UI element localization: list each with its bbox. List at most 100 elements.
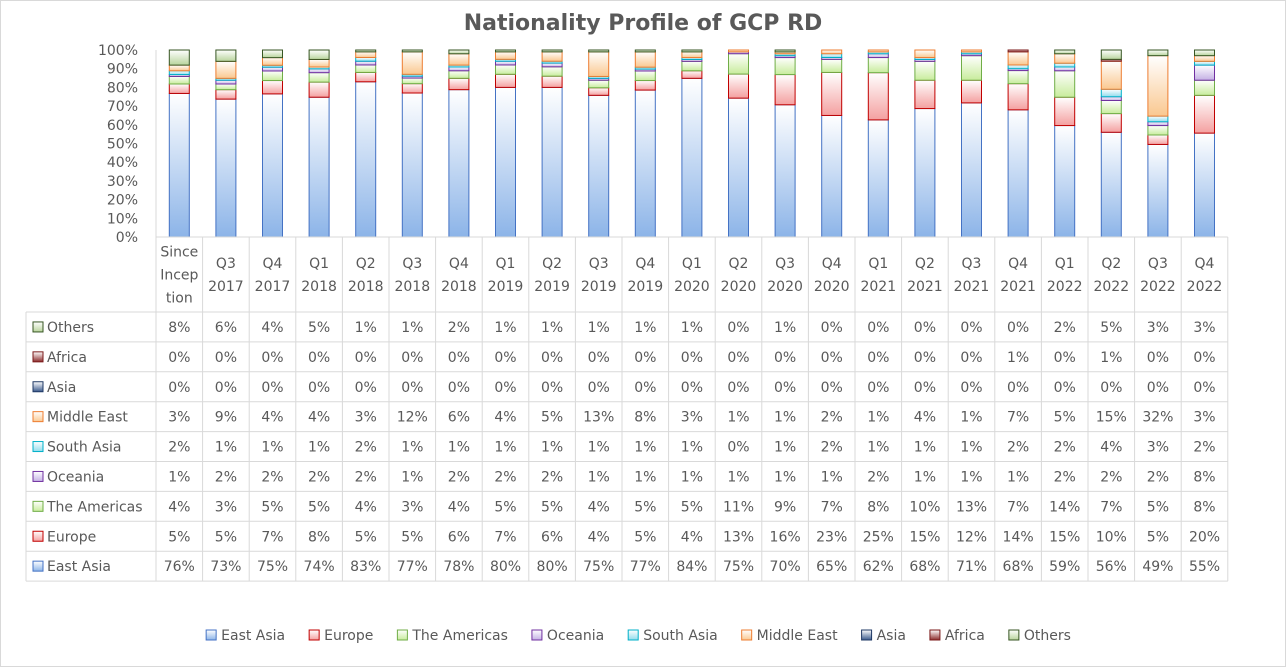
- table-cell: 3%: [215, 499, 237, 515]
- bar-oceania: [355, 60, 377, 66]
- x-category-label: Q2 2018: [348, 256, 384, 295]
- bar-others: [541, 49, 563, 53]
- table-cell: 1%: [681, 320, 703, 336]
- table-cell: 71%: [956, 559, 987, 575]
- table-row: Middle East 3% 9% 4% 4% 3% 12% 6% 4% 5% 13% 8% 3% 1% 1…: [32, 410, 1216, 426]
- table-cell: 12%: [956, 529, 987, 545]
- bar-the-americas: [541, 66, 563, 77]
- table-cell: 6%: [448, 410, 470, 426]
- table-cell: 4%: [261, 320, 283, 336]
- table-cell: 25%: [863, 529, 894, 545]
- table-row: South Asia 2% 1% 1% 1% 2% 1% 1% 1% 1% 1% 1% 1% 0% 1% 2%…: [32, 440, 1216, 456]
- table-cell: 1%: [1007, 469, 1029, 485]
- x-category-label: Q3 2020: [767, 256, 803, 295]
- bar-stacks: [168, 49, 1215, 238]
- legend-label: Others: [1024, 628, 1071, 644]
- table-cell: 0%: [727, 380, 749, 396]
- bar-europe: [681, 70, 703, 79]
- table-cell: 0%: [494, 380, 516, 396]
- bar-oceania: [495, 60, 516, 66]
- x-category-label: Q4 2018: [441, 256, 477, 295]
- table-cell: 0%: [448, 350, 470, 366]
- legend-item-europe: Europe: [308, 628, 373, 644]
- legend-label: Asia: [877, 628, 906, 644]
- table-cell: 77%: [397, 559, 428, 575]
- table-cell: 1%: [867, 410, 889, 426]
- bar-oceania: [541, 62, 563, 68]
- bar-middle-east: [355, 51, 377, 58]
- table-row-label: Middle East: [47, 410, 128, 426]
- bar-the-americas: [821, 58, 843, 73]
- table-row: Others 8% 6% 4% 5% 1% 1% 2% 1% 1% 1% 1% 1% 0% 1% 0% 0% 0%…: [32, 320, 1216, 336]
- bar-others: [215, 49, 237, 62]
- bar-middle-east: [495, 51, 516, 60]
- table-cell: 5%: [681, 499, 703, 515]
- table-cell: 7%: [261, 529, 283, 545]
- table-cell: 1%: [960, 469, 982, 485]
- table-cell: 1%: [960, 440, 982, 456]
- table-cell: 7%: [1100, 499, 1122, 515]
- table-cell: 5%: [308, 499, 330, 515]
- bar-others: [448, 49, 470, 55]
- table-cell: 1%: [1100, 350, 1122, 366]
- table-cell: 0%: [867, 320, 889, 336]
- table-row-label: Oceania: [47, 469, 104, 485]
- table-cell: 4%: [494, 410, 516, 426]
- bar-middle-east: [728, 49, 749, 53]
- bar-europe: [1007, 83, 1029, 111]
- table-cell: 0%: [1007, 380, 1029, 396]
- legend: East Asia Europe The Americas Oceania South …: [205, 628, 1071, 644]
- table-cell: 55%: [1189, 559, 1220, 575]
- table-cell: 1%: [821, 469, 843, 485]
- bar-east-asia: [355, 81, 377, 238]
- table-cell: 7%: [1007, 499, 1029, 515]
- bar-east-asia: [634, 89, 656, 238]
- table-cell: 9%: [215, 410, 237, 426]
- table-cell: 0%: [261, 380, 283, 396]
- table-cell: 8%: [1193, 469, 1215, 485]
- table-row-label: East Asia: [47, 559, 111, 575]
- table-cell: 13%: [956, 499, 987, 515]
- table-cell: 0%: [774, 350, 796, 366]
- table-cell: 5%: [1147, 529, 1169, 545]
- table-cell: 5%: [494, 499, 516, 515]
- bar-south-asia: [168, 70, 190, 76]
- table-cell: 10%: [909, 499, 940, 515]
- table-cell: 3%: [168, 410, 190, 426]
- table-legend-key: [32, 470, 44, 482]
- bar-east-asia: [308, 96, 330, 238]
- table-cell: 1%: [634, 469, 656, 485]
- y-tick-label: 60%: [107, 118, 138, 134]
- table-cell: 4%: [588, 529, 610, 545]
- bar-europe: [588, 87, 610, 96]
- bar-the-americas: [215, 83, 237, 91]
- table-cell: 2%: [448, 320, 470, 336]
- table-cell: 1%: [634, 320, 656, 336]
- bar-europe: [355, 71, 377, 83]
- table-cell: 15%: [1096, 410, 1127, 426]
- table-cell: 6%: [448, 529, 470, 545]
- table-cell: 74%: [304, 559, 335, 575]
- table-cell: 2%: [541, 469, 563, 485]
- legend-swatch: [308, 629, 320, 641]
- table-cell: 1%: [215, 440, 237, 456]
- bar-europe: [541, 75, 563, 88]
- table-cell: 0%: [914, 320, 936, 336]
- bar-europe: [448, 77, 470, 91]
- y-tick-label: 30%: [107, 174, 138, 190]
- table-cell: 1%: [774, 440, 796, 456]
- x-category-label: Q1 2022: [1047, 256, 1083, 295]
- data-table: Since Incep tion Q3 2017 Q4 2017 Q1 2018 Q2 2018 Q3…: [25, 236, 1229, 582]
- table-cell: 2%: [821, 410, 843, 426]
- table-cell: 1%: [588, 320, 610, 336]
- x-category-label: Q2 2020: [721, 256, 757, 295]
- legend-label: The Americas: [411, 628, 508, 644]
- bar-europe: [1194, 94, 1215, 134]
- table-row-label: South Asia: [47, 440, 121, 456]
- table-cell: 1%: [914, 469, 936, 485]
- table-cell: 1%: [541, 320, 563, 336]
- bar-europe: [1147, 134, 1169, 145]
- bar-others: [262, 49, 283, 59]
- table-cell: 5%: [168, 529, 190, 545]
